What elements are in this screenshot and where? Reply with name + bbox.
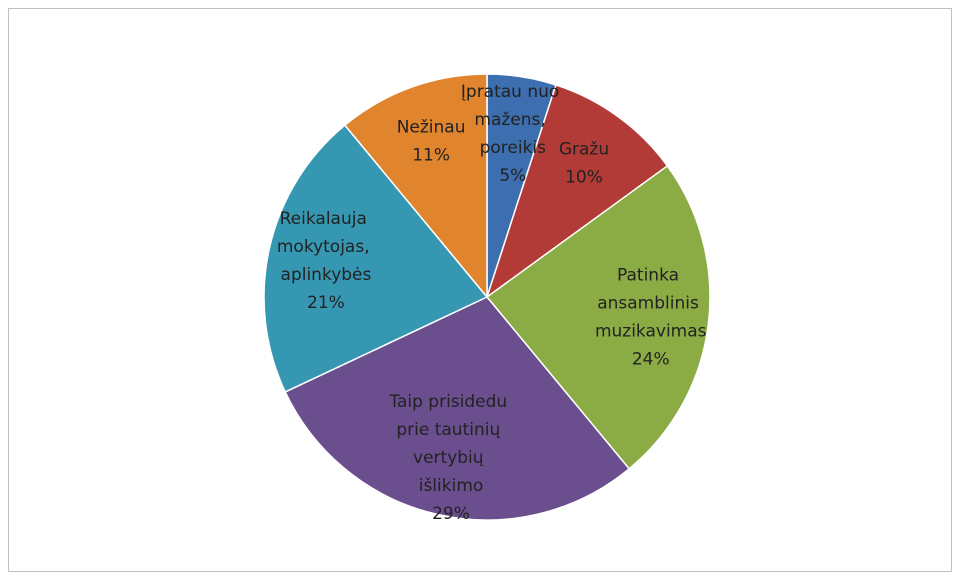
slice-label: Reikalauja mokytojas, aplinkybės — [277, 209, 375, 285]
slice-label: Patinka ansamblinis muzikavimas — [595, 266, 707, 342]
slice-value-label: 21% — [307, 293, 345, 313]
pie-slice — [485, 164, 711, 470]
slice-label: Taip prisidedu prie tautinių vertybių iš… — [388, 392, 512, 496]
pie-slice — [343, 73, 488, 300]
slice-value-label: 24% — [632, 350, 670, 370]
slice-value-label: 5% — [499, 166, 526, 186]
slice-value-label: 29% — [432, 504, 470, 524]
slice-value-label: 11% — [412, 146, 450, 166]
slice-value-label: 10% — [565, 167, 603, 187]
pie-slice — [485, 83, 669, 299]
pie-slice — [263, 124, 489, 393]
slice-label: Gražu — [559, 139, 609, 159]
slice-label: Nežinau — [397, 118, 466, 138]
slice-label: Įpratau nuo mažens, poreikis — [461, 82, 565, 158]
pie-slice — [284, 296, 631, 521]
